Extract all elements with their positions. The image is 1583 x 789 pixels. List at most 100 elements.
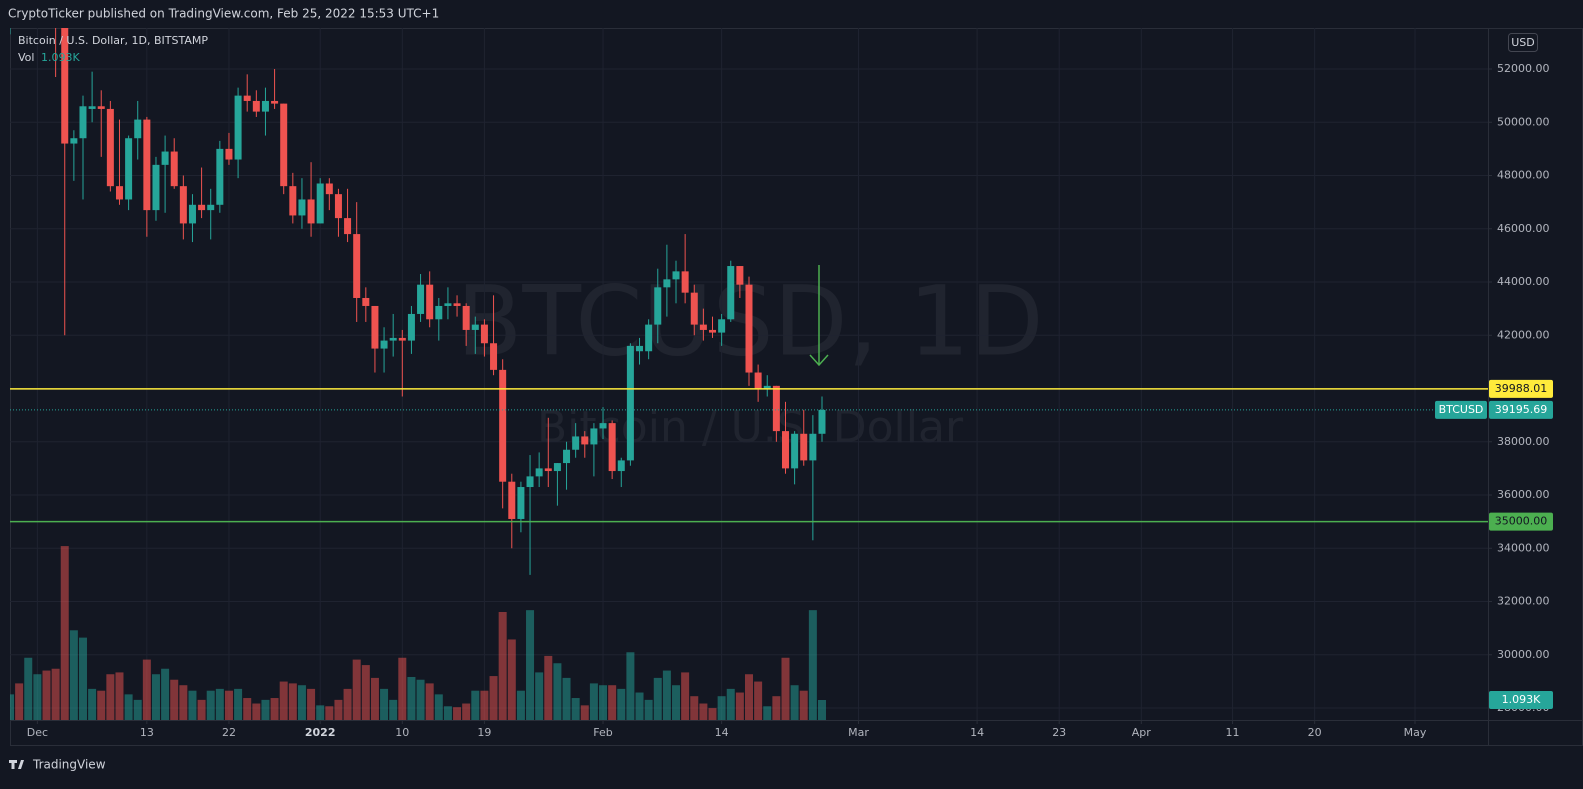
candle-body bbox=[252, 100, 260, 112]
y-tick-label: 32000.00 bbox=[1497, 595, 1550, 608]
volume-bar bbox=[745, 674, 753, 720]
volume-bar bbox=[106, 674, 115, 720]
candle-body bbox=[553, 463, 561, 472]
candle-body bbox=[353, 234, 361, 298]
arrow-head bbox=[809, 354, 829, 367]
candle-body bbox=[61, 28, 69, 144]
volume-bar bbox=[471, 690, 480, 720]
volume-bar bbox=[10, 694, 14, 720]
candle-body bbox=[88, 106, 96, 109]
legend-title: Bitcoin / U.S. Dollar, 1D, BITSTAMP bbox=[18, 34, 208, 47]
candle-body bbox=[407, 313, 415, 341]
volume-bar bbox=[179, 685, 188, 720]
x-tick-label: Mar bbox=[848, 726, 869, 739]
footer-logo bbox=[9, 760, 24, 769]
candle-body bbox=[125, 138, 133, 200]
volume-bar bbox=[480, 690, 489, 720]
volume-bar bbox=[708, 708, 717, 720]
volume-bar bbox=[297, 685, 306, 720]
volume-tag bbox=[1489, 690, 1553, 709]
candle-body bbox=[97, 106, 105, 109]
y-tick-label: 34000.00 bbox=[1497, 541, 1550, 554]
currency[interactable]: USD bbox=[1511, 36, 1535, 49]
candle-body bbox=[453, 303, 461, 306]
volume-bar bbox=[717, 696, 726, 720]
volume-bar bbox=[60, 546, 69, 720]
candle-body bbox=[654, 287, 662, 325]
candle-body bbox=[179, 186, 187, 224]
volume-bar bbox=[754, 681, 763, 720]
volume-bar bbox=[562, 677, 571, 720]
candle-body bbox=[243, 95, 251, 101]
candle-body bbox=[380, 340, 388, 349]
candle-body bbox=[480, 324, 488, 344]
symbol-tag-label: BTCUSD bbox=[1439, 403, 1484, 416]
candle-body bbox=[115, 186, 123, 200]
x-tick-label: Feb bbox=[593, 726, 612, 739]
candle-body bbox=[234, 95, 242, 160]
legend-volume-value: 1.093K bbox=[41, 51, 80, 64]
volume-bar bbox=[425, 683, 434, 720]
candle-body bbox=[672, 271, 680, 280]
candle-body bbox=[280, 103, 288, 187]
candle-body bbox=[572, 436, 580, 450]
candles bbox=[10, 28, 826, 575]
volume-bar bbox=[662, 670, 671, 720]
last-price-tag bbox=[1489, 400, 1553, 419]
x-tick-label: 23 bbox=[1052, 726, 1066, 739]
volume-bar bbox=[808, 610, 817, 720]
volume-bar bbox=[51, 668, 60, 720]
candle-body bbox=[781, 431, 789, 469]
volume-bar bbox=[690, 696, 699, 720]
candle-body bbox=[106, 108, 114, 187]
candle-body bbox=[617, 460, 625, 472]
volume-bar bbox=[553, 663, 562, 720]
candle-body bbox=[663, 279, 671, 288]
x-tick-label: 13 bbox=[140, 726, 154, 739]
candle-body bbox=[344, 218, 352, 235]
candle-body bbox=[362, 297, 370, 306]
footer-brand: TradingView bbox=[32, 758, 106, 772]
volume-bar bbox=[398, 657, 407, 720]
y-tick-label: 52000.00 bbox=[1497, 62, 1550, 75]
volume-bar bbox=[653, 677, 662, 720]
volume-bar bbox=[279, 681, 288, 720]
candle-body bbox=[70, 138, 78, 144]
volume-tag-label: 1.093K bbox=[1502, 693, 1541, 706]
axes: 28000.0030000.0032000.0034000.0036000.00… bbox=[27, 62, 1553, 739]
candle-body bbox=[681, 271, 689, 293]
y-tick-label: 30000.00 bbox=[1497, 648, 1550, 661]
candle-body bbox=[581, 436, 589, 445]
price-tag bbox=[1489, 379, 1553, 398]
volume-bar bbox=[443, 706, 452, 720]
volume-bar bbox=[681, 672, 690, 720]
volume-bar bbox=[817, 699, 826, 720]
volume-bar bbox=[334, 699, 343, 720]
volume-bar bbox=[316, 705, 325, 720]
volume-bar bbox=[307, 688, 316, 720]
volume-bar bbox=[261, 699, 270, 720]
candle-body bbox=[736, 266, 744, 285]
candle-body bbox=[772, 385, 780, 432]
candle-body bbox=[143, 119, 151, 211]
candle-body bbox=[444, 303, 452, 306]
x-tick-label: May bbox=[1404, 726, 1427, 739]
volume-bar bbox=[726, 688, 735, 720]
candle-body bbox=[261, 100, 269, 112]
candle-body bbox=[544, 468, 552, 472]
y-tick-label: 36000.00 bbox=[1497, 488, 1550, 501]
volume-bar bbox=[215, 688, 224, 720]
candle-body bbox=[325, 183, 333, 195]
legend-volume-name: Vol bbox=[18, 51, 34, 64]
volume-bar bbox=[170, 679, 179, 720]
y-tick-label: 46000.00 bbox=[1497, 222, 1550, 235]
candle-body bbox=[471, 324, 479, 330]
volume-bar bbox=[389, 699, 398, 720]
volume-bar bbox=[672, 685, 681, 720]
candle-body bbox=[298, 199, 306, 216]
volume-bar bbox=[151, 674, 160, 720]
volume-bar bbox=[799, 690, 808, 720]
candle-body bbox=[79, 106, 87, 139]
currency-box[interactable] bbox=[1508, 33, 1538, 52]
volume-bar bbox=[15, 683, 24, 720]
